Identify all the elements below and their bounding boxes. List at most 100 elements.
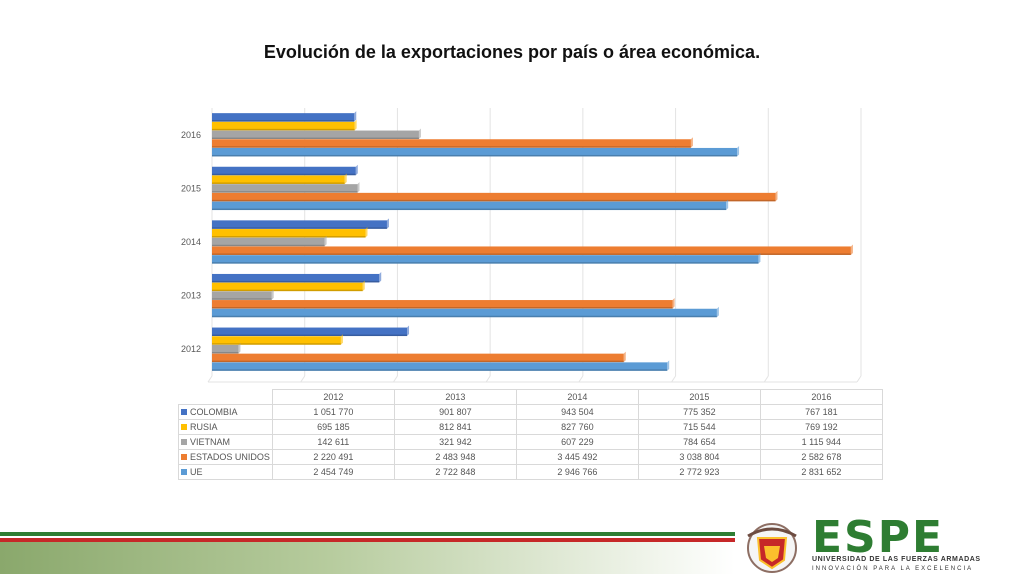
grid-foot <box>485 375 491 383</box>
table-row: UE 2 454 749 2 722 848 2 946 766 2 772 923 2 … <box>178 464 883 480</box>
bar-shadow <box>212 120 355 122</box>
bar-shadow <box>212 236 366 238</box>
bar <box>212 139 691 148</box>
bar <box>212 344 239 354</box>
bar <box>212 327 408 337</box>
bar <box>212 113 355 122</box>
data-value: 3 038 804 <box>637 449 761 465</box>
bar <box>212 362 668 371</box>
bar-shadow <box>212 191 358 193</box>
table-row: VIETNAM 142 611 321 942 607 229 784 654 1 115… <box>178 434 883 450</box>
green-gradient-band <box>0 542 735 574</box>
series-legend-cell: RUSIA <box>178 419 273 435</box>
series-legend-cell: ESTADOS UNIDOS <box>178 449 273 465</box>
data-value: 943 504 <box>515 404 639 420</box>
bar <box>212 282 363 292</box>
bar <box>212 166 356 176</box>
green-stripe <box>0 532 735 536</box>
bar <box>212 353 624 363</box>
series-legend-cell: UE <box>178 464 273 480</box>
data-value: 2 454 749 <box>271 464 395 480</box>
data-value: 812 841 <box>393 419 517 435</box>
data-value: 321 942 <box>393 434 517 450</box>
data-table-year: 2016 <box>759 389 883 405</box>
data-value: 901 807 <box>393 404 517 420</box>
red-stripe <box>0 538 735 542</box>
bar-shadow <box>212 289 363 292</box>
series-name: RUSIA <box>190 422 218 432</box>
data-value: 1 051 770 <box>271 404 395 420</box>
bar-side <box>775 190 778 202</box>
bar <box>212 291 272 300</box>
data-value: 769 192 <box>759 419 883 435</box>
bar-side <box>362 280 365 292</box>
bar-side <box>850 244 853 255</box>
grid-foot <box>393 375 398 383</box>
bar <box>212 121 355 131</box>
legend-swatch-icon <box>181 424 187 430</box>
data-table-year: 2013 <box>393 389 517 405</box>
bar <box>212 273 380 283</box>
bar-shadow <box>212 298 272 300</box>
series-name: UE <box>190 467 203 477</box>
series-legend-cell: COLOMBIA <box>178 404 273 420</box>
bar-side <box>324 235 327 247</box>
data-value: 1 115 944 <box>759 434 883 450</box>
bar-side <box>355 164 358 176</box>
bar <box>212 147 738 157</box>
bar <box>212 308 717 318</box>
data-table-year: 2015 <box>637 389 761 405</box>
bar-side <box>354 111 357 122</box>
bar-shadow <box>212 173 356 176</box>
data-value: 2 582 678 <box>759 449 883 465</box>
bar-side <box>407 325 410 337</box>
table-row: COLOMBIA 1 051 770 901 807 943 504 775 352 76… <box>178 404 883 420</box>
bar-shadow <box>212 154 738 157</box>
bar-side <box>386 218 389 229</box>
data-table: 2012 2013 2014 2015 2016 COLOMBIA 1 051 770 90… <box>178 389 883 480</box>
legend-swatch-icon <box>181 469 187 475</box>
bar-shadow <box>212 315 717 318</box>
bar-shadow <box>212 227 387 229</box>
series-name: VIETNAM <box>190 437 231 447</box>
bar-shadow <box>212 137 419 140</box>
bar <box>212 246 851 255</box>
bar-shadow <box>212 199 776 202</box>
bar-side <box>344 173 347 184</box>
grid-foot <box>578 375 584 383</box>
bar-shadow <box>212 128 355 131</box>
bar <box>212 175 345 184</box>
grid-foot <box>763 375 769 383</box>
data-table-corner <box>178 389 273 405</box>
bar <box>212 229 366 238</box>
bar-shadow <box>212 360 624 363</box>
data-value: 784 654 <box>637 434 761 450</box>
data-value: 2 772 923 <box>637 464 761 480</box>
grid-foot <box>671 375 676 383</box>
chart-title: Evolución de la exportaciones por país o… <box>263 42 761 62</box>
bar-shadow <box>212 182 345 184</box>
grid-foot <box>856 375 862 383</box>
category-label: 2013 <box>181 291 201 301</box>
bar <box>212 201 727 211</box>
bar-shadow <box>212 280 380 283</box>
bar <box>212 300 673 309</box>
bar-side <box>623 351 626 363</box>
legend-swatch-icon <box>181 439 187 445</box>
bar-shadow <box>212 262 759 264</box>
data-value: 2 946 766 <box>515 464 639 480</box>
bar-side <box>672 298 675 309</box>
category-label: 2012 <box>181 344 201 354</box>
bar-shadow <box>212 146 691 148</box>
bar-shadow <box>212 351 239 354</box>
data-table-header: 2012 2013 2014 2015 2016 <box>178 389 883 405</box>
series-name: ESTADOS UNIDOS <box>190 452 270 462</box>
university-name: UNIVERSIDAD DE LAS FUERZAS ARMADAS <box>812 556 981 563</box>
grid-foot <box>207 375 213 383</box>
bar <box>212 184 358 193</box>
data-table-year: 2014 <box>515 389 639 405</box>
series-name: COLOMBIA <box>190 407 238 417</box>
university-motto: INNOVACIÓN PARA LA EXCELENCIA <box>812 566 974 572</box>
bar-side <box>238 342 241 354</box>
data-value: 775 352 <box>637 404 761 420</box>
